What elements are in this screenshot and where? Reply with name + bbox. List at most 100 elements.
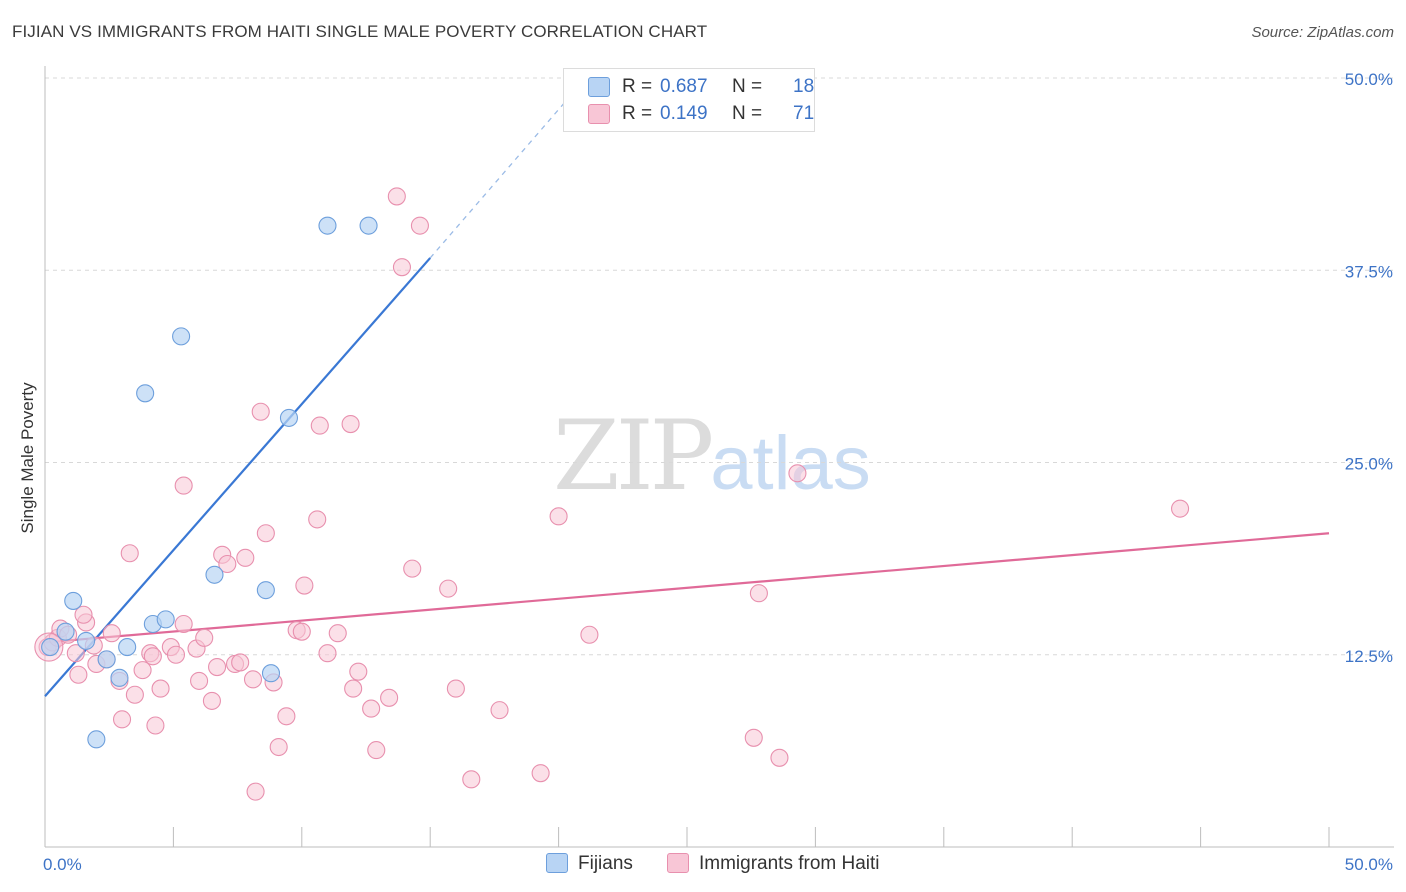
haiti-point	[174, 476, 193, 495]
haiti-r-label: R =	[622, 103, 653, 124]
fijians-swatch	[588, 77, 610, 97]
haiti-point	[190, 671, 209, 690]
haiti-point	[277, 707, 296, 726]
haiti-point	[549, 507, 568, 526]
haiti-point	[269, 737, 288, 757]
y-tick-label: 37.5%	[1345, 262, 1393, 281]
haiti-point	[74, 605, 93, 624]
watermark-zip: ZIP	[553, 400, 714, 512]
chart-title: FIJIAN VS IMMIGRANTS FROM HAITI SINGLE M…	[12, 22, 708, 41]
fijians-point	[256, 581, 275, 600]
fijians-point	[64, 591, 83, 610]
fijians-point	[97, 650, 116, 669]
haiti-point	[1171, 499, 1190, 518]
haiti-point	[236, 548, 255, 567]
fijians-point	[359, 216, 378, 235]
haiti-point	[367, 741, 386, 760]
fijians-point	[318, 216, 337, 235]
haiti-point	[310, 416, 329, 435]
y-tick-label: 50.0%	[1345, 70, 1393, 89]
haiti-point	[231, 653, 250, 672]
haiti-point	[102, 624, 121, 643]
fijians-point	[110, 668, 129, 687]
haiti-point	[112, 710, 132, 729]
haiti-swatch	[588, 104, 610, 124]
bottom-fijians-label: Fijians	[578, 853, 633, 874]
haiti-point	[410, 216, 429, 235]
haiti-point	[125, 685, 144, 704]
haiti-point	[251, 402, 270, 421]
haiti-point	[349, 662, 368, 681]
fijians-trend-line	[44, 257, 432, 698]
haiti-point	[120, 544, 139, 563]
haiti-point	[146, 716, 165, 735]
fijians-point	[41, 638, 60, 657]
haiti-point	[344, 679, 363, 698]
haiti-point	[462, 770, 481, 789]
haiti-point	[580, 625, 599, 644]
haiti-point	[202, 691, 221, 710]
haiti-point	[744, 728, 763, 747]
y-axis-label: Single Male Poverty	[18, 382, 37, 534]
haiti-point	[246, 782, 265, 801]
haiti-point	[218, 554, 237, 574]
haiti-point	[195, 628, 214, 647]
fijians-point	[87, 730, 106, 749]
haiti-point	[387, 187, 406, 206]
tick-labels: 12.5% 25.0% 37.5% 50.0% 0.0% 50.0%	[43, 70, 1393, 874]
fijians-point	[118, 638, 137, 657]
haiti-point	[490, 701, 509, 720]
haiti-point	[174, 614, 193, 634]
x-tick-label-max: 50.0%	[1345, 855, 1393, 874]
haiti-point	[292, 622, 311, 641]
haiti-point	[362, 699, 381, 718]
haiti-point	[439, 579, 458, 598]
haiti-point	[380, 688, 399, 707]
fijians-point	[279, 408, 299, 427]
fijians-point	[205, 565, 224, 584]
bottom-haiti-label: Immigrants from Haiti	[699, 853, 880, 874]
fijians-point	[136, 384, 155, 403]
haiti-trend-line	[44, 532, 1330, 644]
fijians-point	[172, 327, 191, 346]
correlation-legend: R = 0.687 N = 18 R = 0.149 N = 71	[563, 68, 815, 132]
haiti-point	[133, 661, 152, 680]
x-tick-label-min: 0.0%	[43, 855, 82, 874]
haiti-point	[392, 258, 412, 277]
haiti-point	[446, 679, 465, 698]
y-tick-label: 25.0%	[1345, 455, 1393, 474]
haiti-point	[166, 645, 186, 664]
bottom-haiti-swatch	[667, 853, 689, 873]
haiti-r-value: 0.149	[660, 103, 708, 124]
haiti-point	[256, 524, 275, 543]
haiti-point	[318, 644, 337, 663]
haiti-point	[770, 748, 789, 767]
fijians-n-value: 18	[793, 76, 815, 97]
haiti-point	[69, 665, 88, 684]
fijians-point	[56, 622, 75, 641]
trend-lines	[44, 88, 1330, 698]
fijians-r-value: 0.687	[660, 76, 708, 97]
fijians-trend-extension	[429, 88, 578, 259]
haiti-point	[749, 584, 768, 603]
haiti-point	[208, 658, 227, 677]
haiti-point	[308, 510, 327, 529]
haiti-point	[143, 647, 162, 666]
haiti-point	[328, 624, 347, 643]
watermark: ZIPatlas	[553, 400, 871, 512]
haiti-point	[243, 670, 263, 689]
fijians-n-label: N =	[732, 76, 763, 97]
bottom-fijians-swatch	[546, 853, 568, 873]
haiti-point	[403, 559, 422, 578]
haiti-point	[788, 464, 807, 483]
haiti-point	[531, 764, 550, 783]
y-tick-label: 12.5%	[1345, 647, 1393, 666]
fijians-point	[77, 631, 96, 650]
haiti-point	[66, 644, 85, 663]
haiti-point	[295, 576, 314, 595]
haiti-point	[151, 679, 170, 698]
haiti-n-label: N =	[732, 103, 763, 124]
haiti-point	[341, 414, 360, 434]
axes	[44, 66, 1394, 848]
